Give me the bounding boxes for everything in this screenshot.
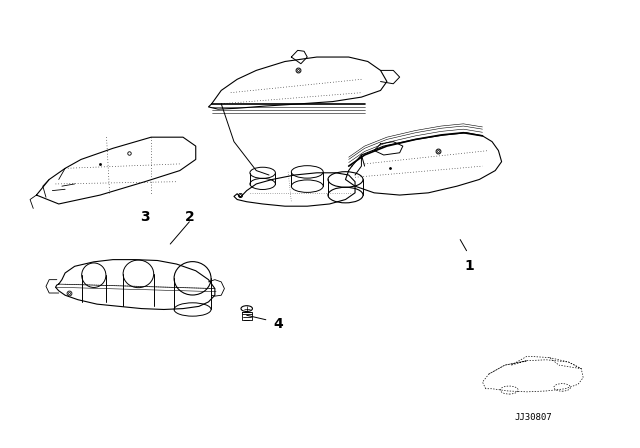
Text: JJ30807: JJ30807 [515,413,552,422]
Text: 4: 4 [274,317,284,331]
Text: 1: 1 [465,259,475,273]
Text: 2: 2 [184,210,195,224]
Text: 3: 3 [140,210,150,224]
